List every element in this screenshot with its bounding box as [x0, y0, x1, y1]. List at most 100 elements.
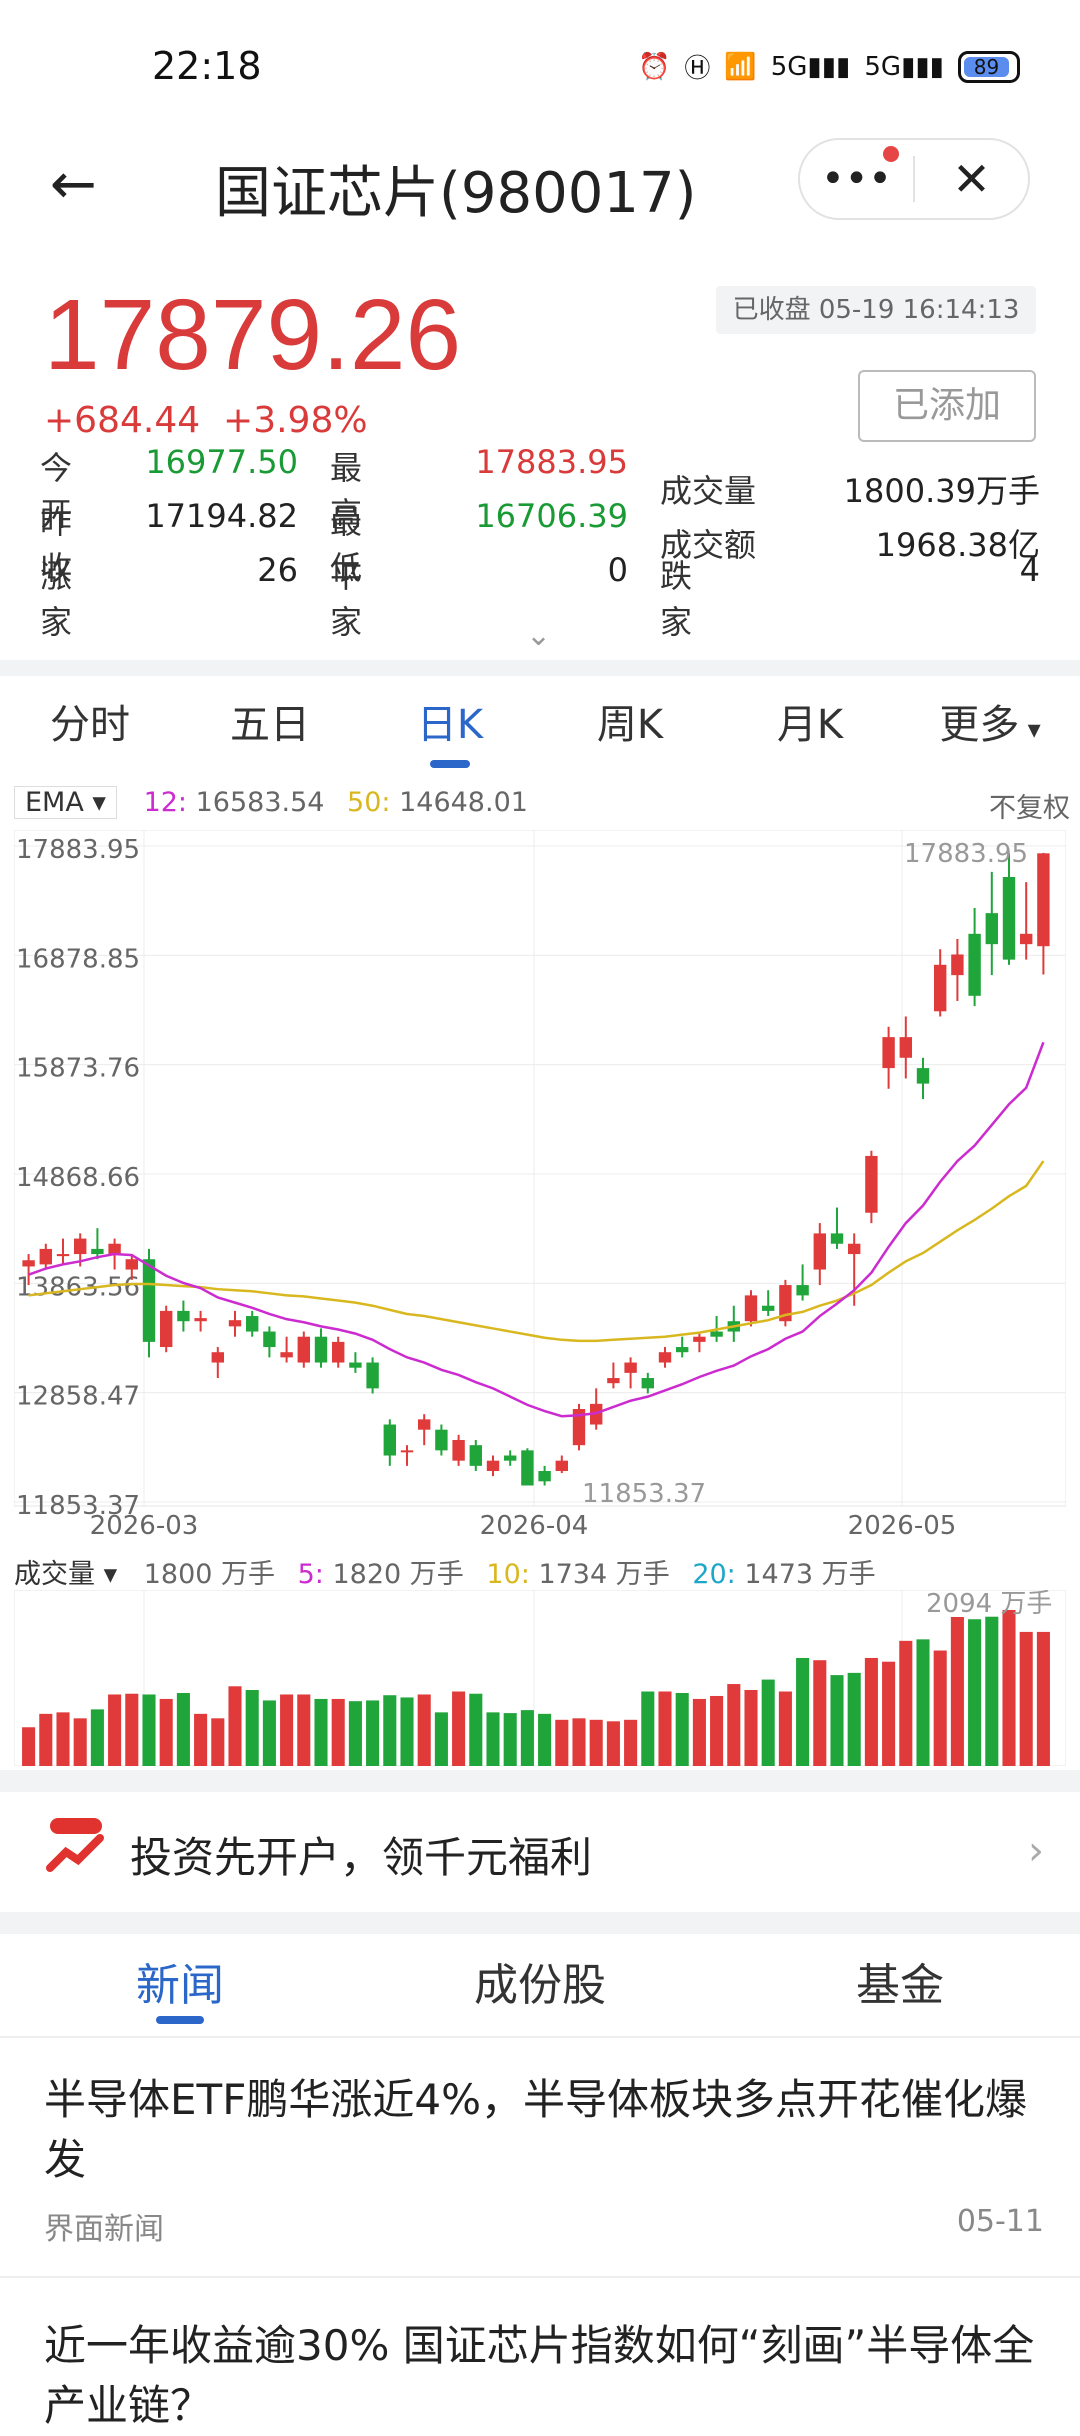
stat-value: 17194.82 — [145, 497, 298, 535]
y-tick-label: 12858.47 — [16, 1382, 140, 1412]
stat-value: 16706.39 — [475, 497, 628, 535]
candle — [968, 933, 981, 996]
volume-bar — [968, 1619, 982, 1766]
volume-bar — [933, 1650, 947, 1766]
candle — [125, 1259, 138, 1270]
volume-bar — [692, 1698, 706, 1766]
volume-bar — [624, 1719, 638, 1766]
news-tab[interactable]: 成份股 — [474, 1960, 606, 2011]
price-change: +684.44 +3.98% — [44, 400, 368, 441]
adjust-select[interactable]: 不复权 — [989, 793, 1070, 824]
x-tick-label: 2026-03 — [90, 1511, 199, 1541]
stats-grid: 今开 16977.50 最高 17883.95 成交量 1800.39万手 昨收 17194.… — [40, 443, 1040, 641]
candle — [263, 1331, 276, 1348]
stat-label: 成交量 — [660, 472, 757, 510]
candle — [934, 964, 947, 1012]
wifi-icon: 📶 — [724, 51, 757, 82]
volume-bar — [73, 1718, 87, 1766]
volume-bar — [348, 1701, 362, 1766]
candle — [56, 1254, 70, 1257]
volume-bar — [1019, 1631, 1033, 1766]
candle — [435, 1429, 448, 1451]
stat-value: 1800.39万手 — [843, 472, 1040, 510]
hd-icon: Ⓗ — [684, 54, 711, 84]
back-arrow-icon[interactable]: ← — [50, 152, 97, 217]
volume-bar — [796, 1657, 810, 1766]
ema12-label: 12: — [143, 787, 188, 818]
candle — [676, 1347, 689, 1353]
stat-label: 跌家 — [660, 557, 715, 641]
volume-bar — [589, 1719, 603, 1766]
volume-current: 1800 万手 — [143, 1559, 276, 1590]
low-label: 11853.37 — [582, 1479, 706, 1509]
volume-bar — [56, 1712, 70, 1766]
candle — [985, 913, 998, 945]
stat-cell: 今开 16977.50 — [40, 443, 330, 535]
volume-bar — [125, 1693, 139, 1766]
volume-bar — [710, 1695, 724, 1766]
volume-bar — [434, 1712, 448, 1766]
volume-chart[interactable]: 2094 万手 — [14, 1590, 1066, 1766]
volume-bar — [331, 1698, 345, 1766]
candle — [865, 1155, 878, 1213]
chart-frame — [14, 830, 1066, 1507]
candle — [160, 1310, 173, 1348]
volume-bar — [176, 1692, 190, 1766]
volume-bar — [727, 1684, 741, 1766]
indicator-header: EMA ▾ 12: 16583.54 50: 14648.01 不复权 — [14, 786, 1070, 826]
candle — [400, 1450, 414, 1453]
battery-icon: 89 — [958, 50, 1020, 83]
close-icon[interactable]: ✕ — [952, 152, 991, 206]
volume-bar — [864, 1657, 878, 1766]
volume-bar — [1002, 1610, 1016, 1766]
news-item[interactable]: 近一年收益逾30% 国证芯片指数如何“刻画”半导体全产业链？ — [44, 2316, 1044, 2436]
volume-bar — [417, 1694, 431, 1766]
volume-bar — [228, 1686, 242, 1766]
news-tab[interactable]: 新闻 — [0, 1934, 360, 2036]
candle — [74, 1238, 87, 1255]
ema50-value: 14648.01 — [399, 787, 528, 818]
chart-tab[interactable]: 分时 — [50, 702, 130, 748]
chart-tab[interactable]: 更多 ▾ — [939, 702, 1041, 748]
chart-tab[interactable]: 月K — [776, 702, 844, 748]
promo-banner[interactable]: 投资先开户，领千元福利 › — [0, 1790, 1080, 1910]
change-percent: +3.98% — [223, 400, 368, 441]
candle — [246, 1316, 259, 1332]
candlestick-chart[interactable]: 17883.95 16878.85 15873.76 14868.66 13863.56… — [14, 830, 1066, 1550]
chart-tab[interactable]: 周K — [596, 702, 664, 748]
chart-tab[interactable]: 五日 — [230, 702, 310, 748]
chart-tab[interactable]: 日K — [360, 670, 540, 778]
volume-bar — [899, 1640, 913, 1766]
volume-bar — [211, 1718, 225, 1766]
indicator-select[interactable]: EMA ▾ — [14, 786, 117, 819]
volume-bar — [950, 1617, 964, 1766]
volume-bar — [262, 1700, 276, 1766]
stat-cell: 最高 17883.95 — [330, 443, 660, 535]
volume-bar — [675, 1692, 689, 1766]
candle — [228, 1320, 242, 1327]
stats-row: 涨家 26 平家 0 跌家 4 — [40, 551, 1040, 641]
news-tab[interactable]: 基金 — [856, 1960, 944, 2011]
candle — [349, 1362, 362, 1368]
candle — [332, 1341, 345, 1363]
watchlist-button[interactable]: 已添加 — [858, 370, 1036, 442]
candle — [91, 1248, 104, 1255]
status-bar: 22:18 ⏰ Ⓗ 📶 5G▮▮▮ 5G▮▮▮ 89 — [0, 0, 1080, 130]
news-tabs: 新闻 成份股 基金 — [0, 1934, 1080, 2038]
news-date: 05-11 — [956, 2204, 1044, 2239]
news-item[interactable]: 半导体ETF鹏华涨近4%，半导体板块多点开花催化爆发 界面新闻 05-11 — [44, 2070, 1044, 2248]
stat-value: 0 — [607, 551, 628, 589]
chevron-down-icon[interactable]: ⌄ — [526, 618, 552, 653]
volume-bar — [280, 1694, 294, 1766]
stats-row: 昨收 17194.82 最低 16706.39 成交额 1968.38亿 — [40, 497, 1040, 587]
more-dots-icon[interactable]: ••• — [800, 146, 913, 202]
stat-label: 涨家 — [40, 557, 95, 641]
ma5-value: 1820 万手 — [332, 1559, 464, 1590]
ema12-value: 16583.54 — [195, 787, 325, 818]
volume-bar — [452, 1691, 466, 1766]
candle — [779, 1285, 792, 1322]
candle — [796, 1285, 809, 1296]
volume-bar — [813, 1660, 827, 1766]
volume-bar — [383, 1695, 397, 1766]
volume-select[interactable]: 成交量 ▾ — [14, 1559, 118, 1590]
